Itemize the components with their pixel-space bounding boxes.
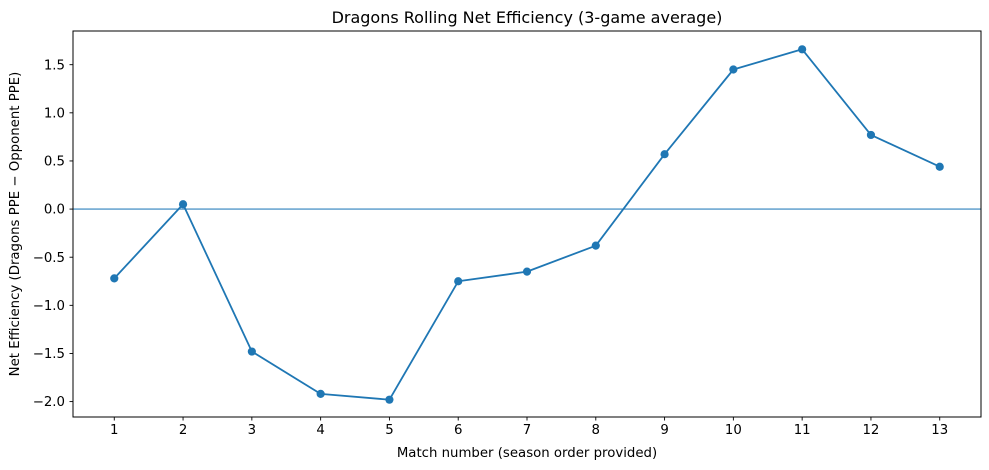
data-point <box>729 65 738 74</box>
y-axis-label: Net Efficiency (Dragons PPE − Opponent P… <box>8 72 23 377</box>
data-point <box>798 45 807 54</box>
data-point <box>247 347 256 356</box>
x-tick-label: 13 <box>931 423 948 438</box>
x-tick-label: 8 <box>592 423 600 438</box>
y-tick-label: 0.0 <box>44 203 65 218</box>
data-point <box>591 241 600 250</box>
y-tick-label: 1.5 <box>44 58 65 73</box>
data-point <box>110 274 119 283</box>
y-tick-label: 1.0 <box>44 106 65 121</box>
x-tick-label: 1 <box>110 423 118 438</box>
x-tick-label: 3 <box>248 423 256 438</box>
x-tick-label: 10 <box>725 423 742 438</box>
data-line <box>113 48 941 401</box>
x-tick-label: 12 <box>862 423 879 438</box>
y-tick-label: −0.5 <box>33 251 65 266</box>
data-point <box>385 395 394 404</box>
x-tick-label: 11 <box>794 423 811 438</box>
y-tick-label: 0.5 <box>44 155 65 170</box>
x-tick-label: 5 <box>385 423 393 438</box>
data-point <box>178 200 188 209</box>
data-point <box>454 277 463 286</box>
x-tick-label: 7 <box>523 423 531 438</box>
x-tick-label: 4 <box>316 423 324 438</box>
x-axis-label: Match number (season order provided) <box>397 446 657 461</box>
x-tick-label: 9 <box>660 423 668 438</box>
y-tick-label: −2.0 <box>33 395 65 410</box>
data-point <box>522 267 532 276</box>
y-tick-label: −1.0 <box>33 299 65 314</box>
x-tick-label: 6 <box>454 423 462 438</box>
axes-frame <box>72 30 982 418</box>
data-point <box>316 389 325 398</box>
chart-title: Dragons Rolling Net Efficiency (3-game a… <box>332 8 723 27</box>
data-point <box>866 130 876 140</box>
plot-area: 1 2 3 4 5 6 7 8 9 10 11 12 13−2.0−1.5−1.0−0.50.00.51… <box>33 30 982 438</box>
data-point <box>660 150 669 159</box>
y-tick-label: −1.5 <box>33 347 65 362</box>
data-point <box>935 162 944 171</box>
x-tick-label: 2 <box>179 423 187 438</box>
